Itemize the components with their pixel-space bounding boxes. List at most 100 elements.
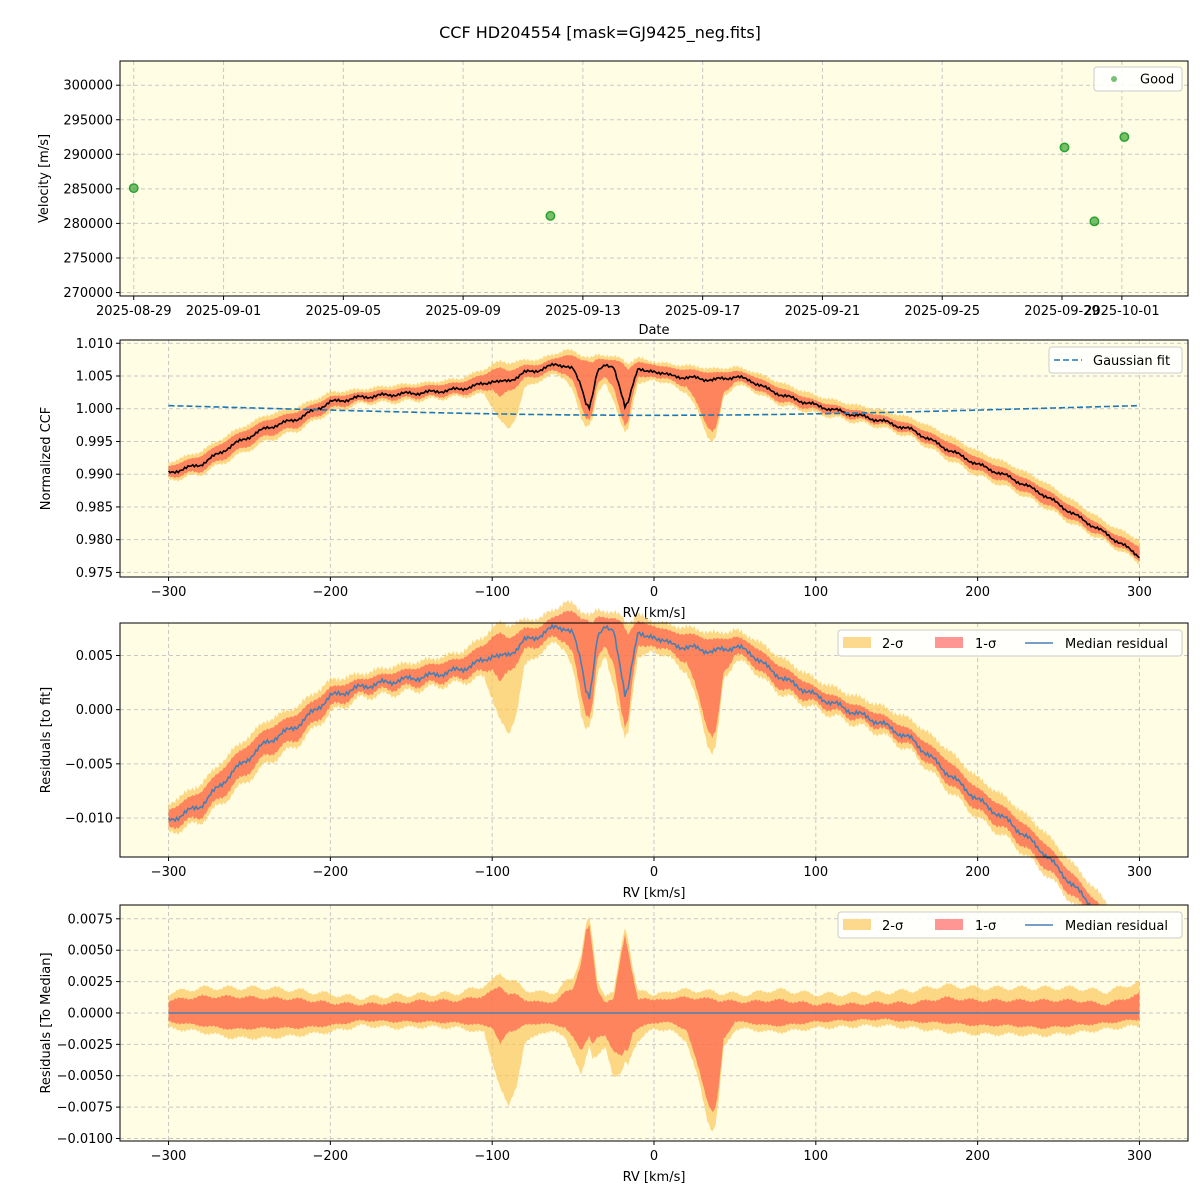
tick-label-x: 300 [1127,865,1152,880]
legend-label-sigma1: 1-σ [975,919,996,934]
ccf-median-line [167,362,1140,559]
median-residual-line [167,623,1141,962]
tick-label-y: 0.0025 [68,975,114,990]
panel-velocity: 2025-08-29 2025-09-01 2025-09-05 2025-09-09… [37,60,1189,338]
tick-label-y: 285000 [63,182,113,197]
tick-label-y: −0.0075 [57,1101,113,1116]
tick-label-x: 0 [650,585,658,600]
legend: 2-σ 1-σ Median residual [837,911,1183,939]
data-point [128,183,139,194]
gaussian-fit-line [168,404,1140,417]
x-axis-label: RV [km/s] [623,1170,686,1185]
tick-label-x: 2025-09-21 [785,304,861,319]
tick-label-y: 275000 [63,251,113,266]
tick-label-y: 0.0050 [68,944,114,959]
tick-label-x: 0 [650,1149,658,1164]
tick-label-x: −200 [313,865,349,880]
tick-label-y: 270000 [63,286,113,301]
tick-label-y: 1.005 [76,370,113,385]
tick-label-y: 0.0000 [68,1006,114,1021]
tick-label-y: 0.980 [76,533,113,548]
y-axis-label: Velocity [m/s] [37,134,52,223]
sigma2-band [168,599,1140,973]
tick-label-x: −200 [313,585,349,600]
tick-label-x: 2025-09-25 [904,304,980,319]
residuals-fit-axes-frame [119,622,1189,858]
tick-label-x: 2025-09-05 [306,304,382,319]
tick-label-x: 200 [965,865,990,880]
velocity-axes-frame [119,60,1189,297]
tick-label-y: 0.985 [76,500,113,515]
tick-label-x: 2025-08-29 [96,304,172,319]
tick-label-y: −0.0025 [57,1038,113,1053]
y-axis-label: Residuals [To Median] [39,952,54,1093]
tick-label-x: −200 [313,1149,349,1164]
tick-label-x: 2025-09-13 [545,304,621,319]
tick-label-x: 300 [1127,1149,1152,1164]
data-point [1119,132,1130,142]
tick-label-y: −0.005 [65,757,113,772]
data-point [545,210,556,221]
legend-frame [837,629,1183,657]
tick-label-x: 2025-09-17 [665,304,741,319]
legend-swatch-sigma2 [843,919,871,930]
x-axis-label: RV [km/s] [623,886,686,901]
legend-marker-good [1111,76,1117,82]
tick-label-y: 0.975 [76,566,113,581]
residuals-median-axes-frame [119,904,1189,1142]
legend-label-sigma2: 2-σ [882,637,903,652]
tick-label-y: 1.010 [76,337,113,352]
tick-label-x: −300 [151,1149,187,1164]
legend-swatch-sigma2 [843,637,871,648]
legend-label-good: Good [1140,73,1174,88]
tick-label-x: 100 [803,585,828,600]
legend-swatch-sigma1 [935,637,963,648]
tick-label-y: 0.000 [76,703,113,718]
panel-residuals-median: −300 −200 −100 0 100 200 300 −0.0100 −0.0075 −0.0… [39,904,1189,1185]
panel-residuals-fit: −300 −200 −100 0 100 200 300 −0.010 −0.005 0.000 0… [39,599,1189,973]
data-point [1059,142,1070,153]
tick-label-y: 1.000 [76,402,113,417]
tick-label-y: 300000 [63,79,113,94]
tick-label-x: 2025-09-09 [425,304,501,319]
tick-label-x: 0 [650,865,658,880]
tick-label-x: −100 [474,1149,510,1164]
tick-label-x: 2025-10-01 [1084,304,1160,319]
tick-label-x: 200 [965,585,990,600]
sigma2-band [168,348,1140,565]
sigma1-band [168,924,1140,1112]
tick-label-y: 295000 [63,113,113,128]
legend-frame [1093,66,1183,92]
legend-label-gaussian: Gaussian fit [1093,354,1170,369]
tick-label-y: −0.0100 [57,1132,113,1147]
tick-label-y: 280000 [63,217,113,232]
tick-label-x: 2025-09-29 [1024,304,1100,319]
tick-label-y: −0.0050 [57,1069,113,1084]
tick-label-y: 0.995 [76,435,113,450]
tick-label-x: 100 [803,865,828,880]
legend: Good [1093,66,1183,92]
tick-label-y: 0.005 [76,649,113,664]
tick-label-y: 290000 [63,148,113,163]
tick-label-x: 200 [965,1149,990,1164]
tick-label-x: 100 [803,1149,828,1164]
tick-label-x: −100 [474,865,510,880]
legend-label-sigma1: 1-σ [975,637,996,652]
data-point [1089,216,1100,227]
figure-title: CCF HD204554 [mask=GJ9425_neg.fits] [439,23,761,43]
tick-label-y: −0.010 [65,812,113,827]
y-axis-label: Normalized CCF [39,407,54,511]
legend-label-median: Median residual [1065,919,1168,934]
ccf-axes-frame [119,339,1189,578]
tick-label-x: 2025-09-01 [186,304,262,319]
sigma2-band [168,917,1140,1132]
panel-ccf: −300 −200 −100 0 100 200 300 0.975 0.980 0.985 0.9… [39,337,1189,621]
tick-label-x: −300 [151,865,187,880]
y-axis-label: Residuals [to fit] [39,687,54,793]
x-axis-label: Date [638,323,669,338]
velocity-axes-background [120,61,1188,296]
tick-label-x: −300 [151,585,187,600]
x-axis-label: RV [km/s] [623,606,686,621]
legend-frame [1048,346,1183,374]
legend: 2-σ 1-σ Median residual [837,629,1183,657]
